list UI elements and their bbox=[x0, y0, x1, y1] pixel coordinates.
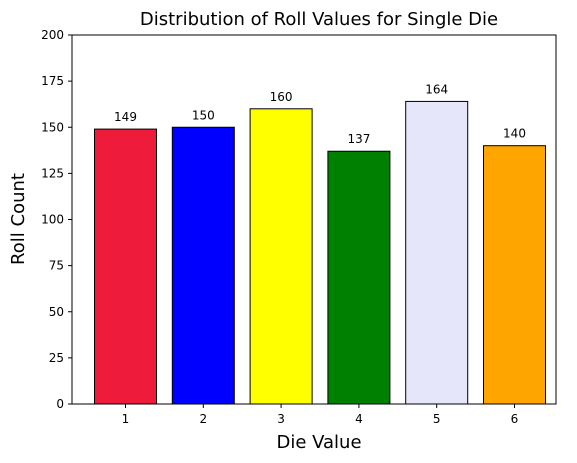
bar-2 bbox=[171, 126, 235, 405]
y-tick-label: 25 bbox=[49, 351, 64, 365]
x-tick-label: 2 bbox=[199, 412, 207, 426]
x-tick-label: 1 bbox=[122, 412, 130, 426]
bar-value-label: 164 bbox=[425, 82, 448, 96]
chart-title: Distribution of Roll Values for Single D… bbox=[140, 9, 498, 30]
y-tick-label: 175 bbox=[41, 74, 64, 88]
bar-3 bbox=[249, 108, 313, 405]
x-axis-label: Die Value bbox=[276, 432, 361, 453]
y-tick-label: 150 bbox=[41, 120, 64, 134]
x-tick-label: 5 bbox=[433, 412, 441, 426]
bar-labels-group: 149 150 160 137 164 140 bbox=[114, 82, 526, 146]
plot-area: 149 150 160 137 164 140 bbox=[71, 34, 557, 405]
bar-1 bbox=[94, 128, 157, 405]
y-axis-label: Roll Count bbox=[8, 173, 29, 265]
y-tick-label: 0 bbox=[56, 397, 64, 411]
x-tick-label: 3 bbox=[277, 412, 285, 426]
x-axis: 1 2 3 4 5 6 bbox=[122, 404, 519, 426]
bars-group bbox=[94, 100, 546, 405]
y-tick-label: 100 bbox=[41, 213, 64, 227]
y-tick-label: 75 bbox=[49, 259, 64, 273]
x-tick-label: 4 bbox=[355, 412, 363, 426]
bar-value-label: 140 bbox=[503, 127, 526, 141]
y-tick-label: 200 bbox=[41, 28, 64, 42]
bar-value-label: 149 bbox=[114, 110, 137, 124]
bar-value-label: 137 bbox=[347, 132, 370, 146]
bar-6 bbox=[483, 145, 546, 405]
y-axis: 0 25 50 75 100 125 150 175 200 bbox=[41, 28, 72, 411]
bar-4 bbox=[327, 150, 391, 405]
bar-value-label: 160 bbox=[270, 90, 293, 104]
bar-5 bbox=[405, 100, 469, 405]
y-tick-label: 50 bbox=[49, 305, 64, 319]
bar-value-label: 150 bbox=[192, 108, 215, 122]
y-tick-label: 125 bbox=[41, 166, 64, 180]
x-tick-label: 6 bbox=[511, 412, 519, 426]
